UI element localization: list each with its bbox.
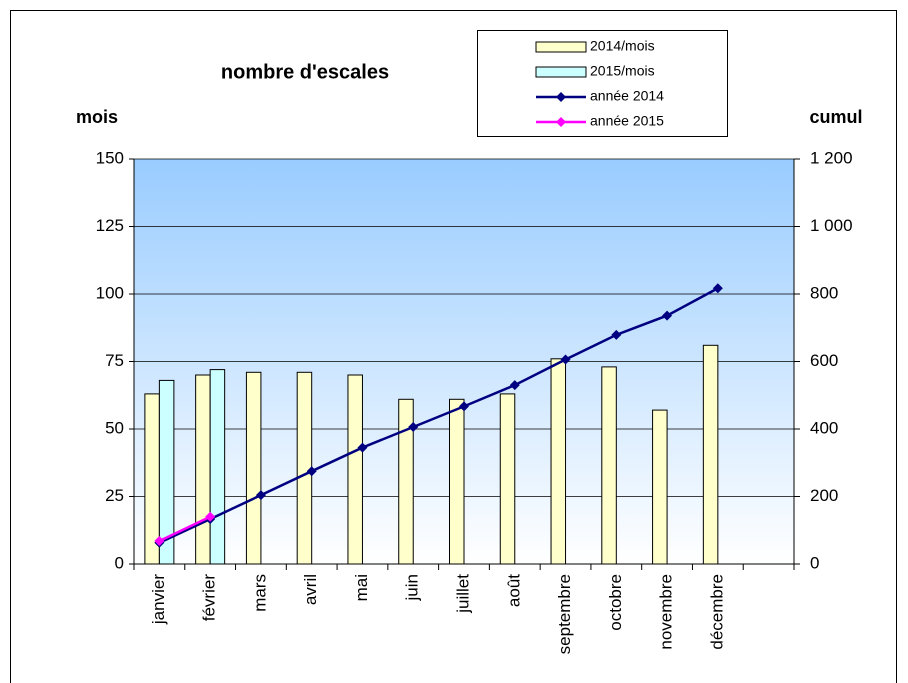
x-tick-label: juin xyxy=(403,574,422,601)
bar xyxy=(158,379,175,565)
y-tick-label: 75 xyxy=(105,351,124,370)
y-tick-label: 150 xyxy=(96,148,124,167)
bar xyxy=(652,409,668,565)
legend-label: année 2015 xyxy=(590,113,664,129)
chart-title: nombre d'escales xyxy=(221,61,389,83)
y2-tick-label: 0 xyxy=(810,553,819,572)
x-tick-label: octobre xyxy=(606,574,625,631)
x-tick-label: juillet xyxy=(453,574,472,614)
x-tick-label: mai xyxy=(352,574,371,601)
x-tick-label: août xyxy=(504,574,523,607)
x-tick-label: mars xyxy=(250,574,269,612)
x-tick-label: novembre xyxy=(657,574,676,650)
bar xyxy=(245,371,262,565)
x-tick-label: avril xyxy=(301,574,320,605)
y2-tick-label: 1 200 xyxy=(810,148,853,167)
marker xyxy=(357,442,368,453)
bar xyxy=(601,366,617,565)
legend-label: 2015/mois xyxy=(590,63,655,79)
y-tick-label: 25 xyxy=(105,486,124,505)
legend-swatch xyxy=(535,41,587,53)
bar xyxy=(499,393,516,565)
marker xyxy=(459,401,469,412)
legend-label: année 2014 xyxy=(590,88,664,104)
x-tick-label: février xyxy=(200,574,219,622)
legend-marker xyxy=(556,117,566,127)
y2-tick-label: 1 000 xyxy=(810,216,853,235)
marker xyxy=(662,310,673,321)
y-tick-label: 100 xyxy=(96,283,124,302)
y2-tick-label: 800 xyxy=(810,283,838,302)
bar xyxy=(209,369,226,565)
legend-marker xyxy=(556,92,566,102)
legend xyxy=(477,30,728,137)
marker xyxy=(154,536,165,547)
bar xyxy=(398,398,414,565)
x-tick-label: décembre xyxy=(707,574,726,650)
x-tick-label: janvier xyxy=(149,574,168,625)
bar xyxy=(702,344,719,565)
line xyxy=(158,287,719,544)
bar xyxy=(550,358,567,565)
legend-label: 2014/mois xyxy=(590,38,655,54)
marker xyxy=(611,329,622,340)
y2-tick-label: 400 xyxy=(810,418,838,437)
y-tick-label: 50 xyxy=(105,418,124,437)
x-tick-label: septembre xyxy=(555,574,574,654)
marker xyxy=(712,283,723,294)
y2-axis-label: cumul xyxy=(809,107,862,127)
y-tick-label: 125 xyxy=(96,216,124,235)
y-axis-label: mois xyxy=(76,107,118,127)
bar xyxy=(347,374,363,565)
marker xyxy=(205,511,216,522)
y2-tick-label: 600 xyxy=(810,351,838,370)
marker xyxy=(255,490,266,501)
marker xyxy=(408,421,419,432)
line xyxy=(158,515,211,543)
legend-swatch xyxy=(535,66,587,78)
marker xyxy=(509,380,520,391)
marker xyxy=(560,354,571,365)
y-tick-label: 0 xyxy=(115,553,124,572)
marker xyxy=(306,466,317,477)
bar xyxy=(449,398,465,565)
bar xyxy=(296,371,313,565)
y2-tick-label: 200 xyxy=(810,486,838,505)
bar xyxy=(195,374,211,565)
